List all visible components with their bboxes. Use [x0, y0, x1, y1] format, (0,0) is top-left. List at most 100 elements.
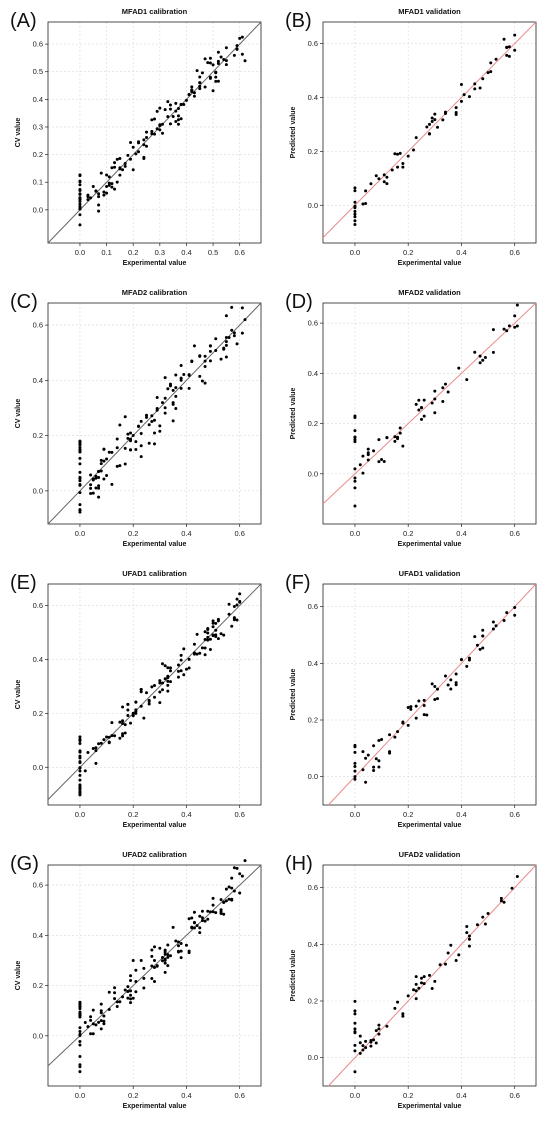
- data-point: [449, 678, 453, 682]
- data-point: [361, 471, 365, 475]
- data-point: [129, 448, 133, 452]
- data-point: [380, 458, 384, 462]
- data-point: [465, 664, 469, 668]
- data-point: [78, 198, 82, 202]
- data-point: [206, 631, 210, 635]
- x-tick-label: 0.4: [181, 810, 191, 819]
- data-point: [78, 783, 82, 787]
- data-point: [200, 646, 204, 650]
- data-point: [491, 350, 495, 354]
- scatter-plot: 0.0 0.2 0.4 0.6 0.0 0.2 0.4 0.6 UFAD2 validation…: [290, 850, 537, 1110]
- data-point: [478, 647, 482, 651]
- data-point: [142, 156, 146, 160]
- x-axis-label: Experimental value: [123, 822, 187, 829]
- data-point: [158, 429, 162, 433]
- data-point: [430, 682, 434, 686]
- data-point: [353, 440, 357, 444]
- data-point: [422, 713, 426, 717]
- data-point: [171, 401, 175, 405]
- data-point: [422, 975, 426, 979]
- x-tick-label: 0.6: [509, 248, 519, 257]
- data-point: [195, 632, 199, 636]
- data-point: [216, 61, 220, 65]
- data-point: [489, 61, 493, 65]
- data-point: [78, 1065, 82, 1069]
- data-point: [505, 53, 509, 57]
- data-point: [380, 737, 384, 741]
- data-point: [115, 1000, 119, 1004]
- data-point: [414, 704, 418, 708]
- data-point: [401, 1012, 405, 1016]
- panel-label: (G): [10, 853, 39, 875]
- data-point: [515, 303, 519, 307]
- data-point: [211, 63, 215, 67]
- data-point: [203, 630, 207, 634]
- data-point: [198, 931, 202, 935]
- data-point: [489, 70, 493, 74]
- data-point: [99, 1019, 103, 1023]
- data-point: [435, 697, 439, 701]
- data-point: [142, 986, 146, 990]
- data-point: [171, 388, 175, 392]
- data-point: [206, 638, 210, 642]
- data-point: [78, 205, 82, 209]
- y-tick-label: 0.4: [308, 93, 318, 102]
- data-point: [372, 1038, 376, 1042]
- data-point: [401, 1014, 405, 1018]
- data-point: [97, 192, 101, 196]
- x-tick-label: 0.4: [181, 1091, 191, 1100]
- data-point: [481, 646, 485, 650]
- data-point: [238, 592, 242, 596]
- data-point: [78, 754, 82, 758]
- data-point: [417, 986, 421, 990]
- data-point: [208, 344, 212, 348]
- y-tick-label: 0.4: [33, 655, 43, 664]
- data-point: [160, 688, 164, 692]
- data-point: [230, 876, 234, 880]
- y-tick-label: 0.2: [308, 716, 318, 725]
- data-point: [78, 192, 82, 196]
- y-axis-label: Predicted value: [290, 388, 297, 440]
- data-point: [184, 943, 188, 947]
- data-point: [200, 379, 204, 383]
- plot-frame: [322, 864, 537, 1087]
- data-point: [366, 453, 370, 457]
- chart-panel-f: 0.0 0.2 0.4 0.6 0.0 0.2 0.4 0.6 UFAD1 validation…: [275, 562, 550, 843]
- data-point: [353, 186, 357, 190]
- data-point: [78, 778, 82, 782]
- data-point: [129, 431, 133, 435]
- data-point: [353, 769, 357, 773]
- data-point: [414, 982, 418, 986]
- identity-line: [322, 302, 537, 505]
- data-point: [153, 959, 156, 963]
- data-point: [163, 406, 167, 410]
- data-point: [462, 93, 466, 97]
- data-point: [190, 360, 194, 364]
- data-point: [230, 886, 234, 890]
- data-point: [115, 157, 119, 161]
- data-point: [155, 127, 159, 131]
- data-point: [160, 122, 164, 126]
- data-point: [420, 981, 424, 985]
- data-point: [364, 756, 368, 760]
- x-tick-label: 0.6: [234, 529, 244, 538]
- data-point: [230, 624, 234, 628]
- data-point: [99, 458, 103, 462]
- data-point: [454, 106, 458, 110]
- data-point: [430, 116, 434, 120]
- data-point: [443, 112, 447, 116]
- data-point: [353, 1070, 357, 1074]
- y-tick-label: 0.6: [33, 881, 43, 890]
- data-point: [401, 162, 405, 166]
- data-point: [214, 911, 218, 915]
- data-point: [129, 721, 133, 725]
- data-point: [78, 443, 82, 447]
- y-tick-label: 0.4: [33, 931, 43, 940]
- data-point: [102, 193, 106, 197]
- data-point: [198, 926, 202, 930]
- data-point: [224, 887, 228, 891]
- data-point: [91, 1022, 95, 1026]
- data-point: [134, 700, 138, 704]
- data-point: [168, 669, 172, 673]
- data-point: [393, 439, 397, 443]
